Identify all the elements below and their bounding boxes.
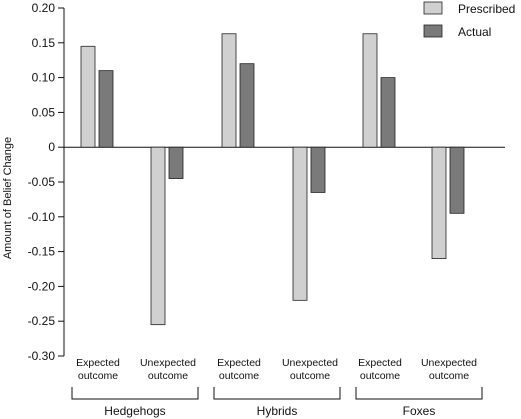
legend: Prescribed Actual [423, 1, 515, 39]
bar-actual-3 [310, 146, 326, 193]
legend-label: Prescribed [458, 2, 515, 16]
bar-actual-4 [380, 77, 396, 148]
category-label: Expected [358, 357, 402, 369]
category-label: outcome [429, 370, 469, 382]
y-tick-label: 0.20 [32, 1, 56, 15]
y-tick-label: -0.30 [28, 349, 56, 363]
category-label: outcome [148, 370, 188, 382]
bar-prescribed-0 [80, 45, 96, 148]
y-tick-label: 0.05 [32, 105, 56, 119]
legend-swatch-prescribed [423, 1, 443, 15]
group-label: Hedgehogs [104, 404, 165, 418]
y-tick-label: 0 [48, 140, 55, 154]
bar-prescribed-2 [221, 33, 237, 148]
y-tick-label: 0.15 [32, 36, 56, 50]
category-labels: ExpectedoutcomeUnexpectedoutcomeExpected… [76, 357, 477, 382]
bar-actual-0 [98, 70, 114, 148]
group-bracket [213, 387, 341, 400]
category-label: outcome [290, 370, 330, 382]
y-tick-label: -0.05 [28, 175, 56, 189]
y-tick-label: -0.15 [28, 245, 56, 259]
group-bracket [355, 387, 483, 400]
category-label: Expected [217, 357, 261, 369]
legend-label: Actual [458, 25, 491, 39]
category-label: Unexpected [421, 357, 477, 369]
legend-swatch-actual [423, 24, 443, 38]
group-brackets: Hedgehogs Hybrids Foxes [71, 387, 483, 418]
category-label: outcome [219, 370, 259, 382]
y-tick-label: -0.10 [28, 210, 56, 224]
bar-prescribed-5 [431, 146, 447, 259]
bar-prescribed-3 [292, 146, 308, 301]
category-label: Unexpected [140, 357, 196, 369]
category-label: outcome [360, 370, 400, 382]
group-bracket [71, 387, 199, 400]
category-label: outcome [78, 370, 118, 382]
bar-actual-2 [239, 63, 255, 148]
group-label: Foxes [403, 404, 436, 418]
category-label: Expected [76, 357, 120, 369]
bars [80, 33, 465, 326]
group-label: Hybrids [257, 404, 298, 418]
y-axis-ticks: 0.20 0.15 0.10 0.05 0 -0.05 -0.10 -0.15 -0.20 -0.… [28, 1, 64, 363]
y-tick-label: 0.10 [32, 71, 56, 85]
bar-prescribed-1 [150, 146, 166, 326]
bar-actual-5 [449, 146, 465, 214]
bar-actual-1 [168, 146, 184, 179]
y-tick-label: -0.25 [28, 314, 56, 328]
y-axis-label: Amount of Belief Change [2, 137, 14, 259]
y-tick-label: -0.20 [28, 279, 56, 293]
category-label: Unexpected [282, 357, 338, 369]
bar-prescribed-4 [362, 33, 378, 148]
